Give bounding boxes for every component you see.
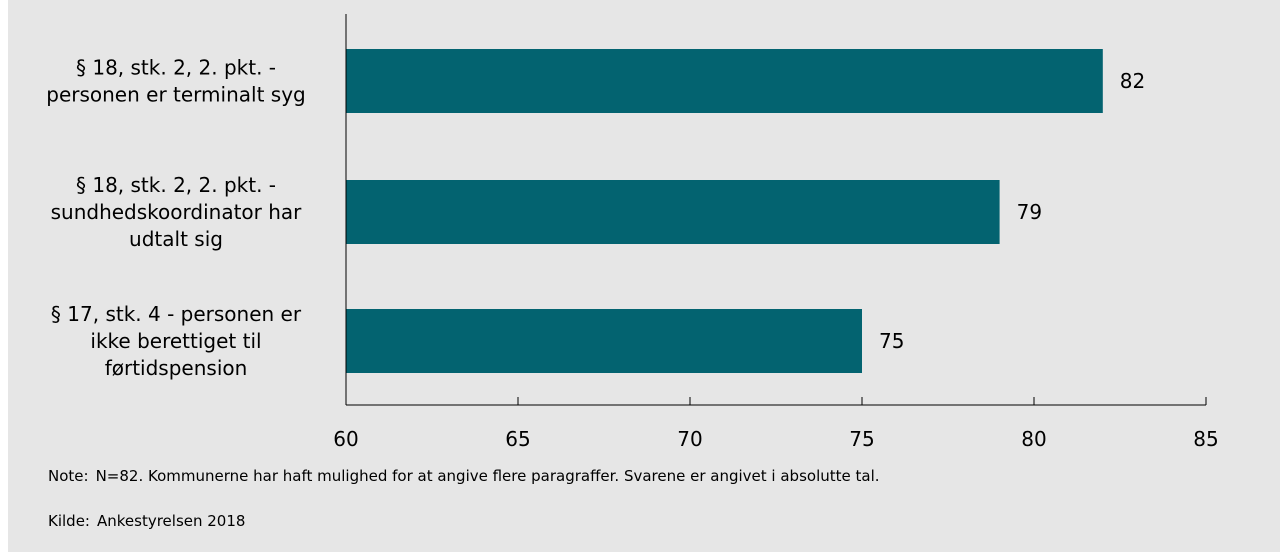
note-label: Note: [48, 467, 89, 485]
source-text: Ankestyrelsen 2018 [96, 512, 246, 530]
x-tick-label-5: 85 [1193, 427, 1218, 451]
category-label-2: § 17, stk. 4 - personen er ikke berettige… [51, 302, 302, 380]
x-tick-label-3: 75 [849, 427, 874, 451]
data-label-2: 75 [879, 329, 904, 353]
x-tick-label-1: 65 [505, 427, 530, 451]
chart-source: Kilde: Ankestyrelsen 2018 [48, 512, 245, 530]
source-label: Kilde: [48, 512, 90, 530]
chart-note: Note: N=82. Kommunerne har haft mulighed … [48, 467, 880, 485]
bar-0 [346, 49, 1103, 113]
bar-2 [346, 309, 862, 373]
x-tick-label-0: 60 [333, 427, 358, 451]
x-tick-label-4: 80 [1021, 427, 1046, 451]
data-label-0: 82 [1120, 69, 1145, 93]
bar-1 [346, 180, 1000, 244]
category-label-0: § 18, stk. 2, 2. pkt. -personen er termi… [46, 56, 305, 107]
category-label-1: § 18, stk. 2, 2. pkt. -sundhedskoordinat… [51, 173, 303, 251]
x-tick-label-2: 70 [677, 427, 702, 451]
data-label-1: 79 [1017, 200, 1042, 224]
note-text: N=82. Kommunerne har haft mulighed for a… [95, 467, 880, 485]
